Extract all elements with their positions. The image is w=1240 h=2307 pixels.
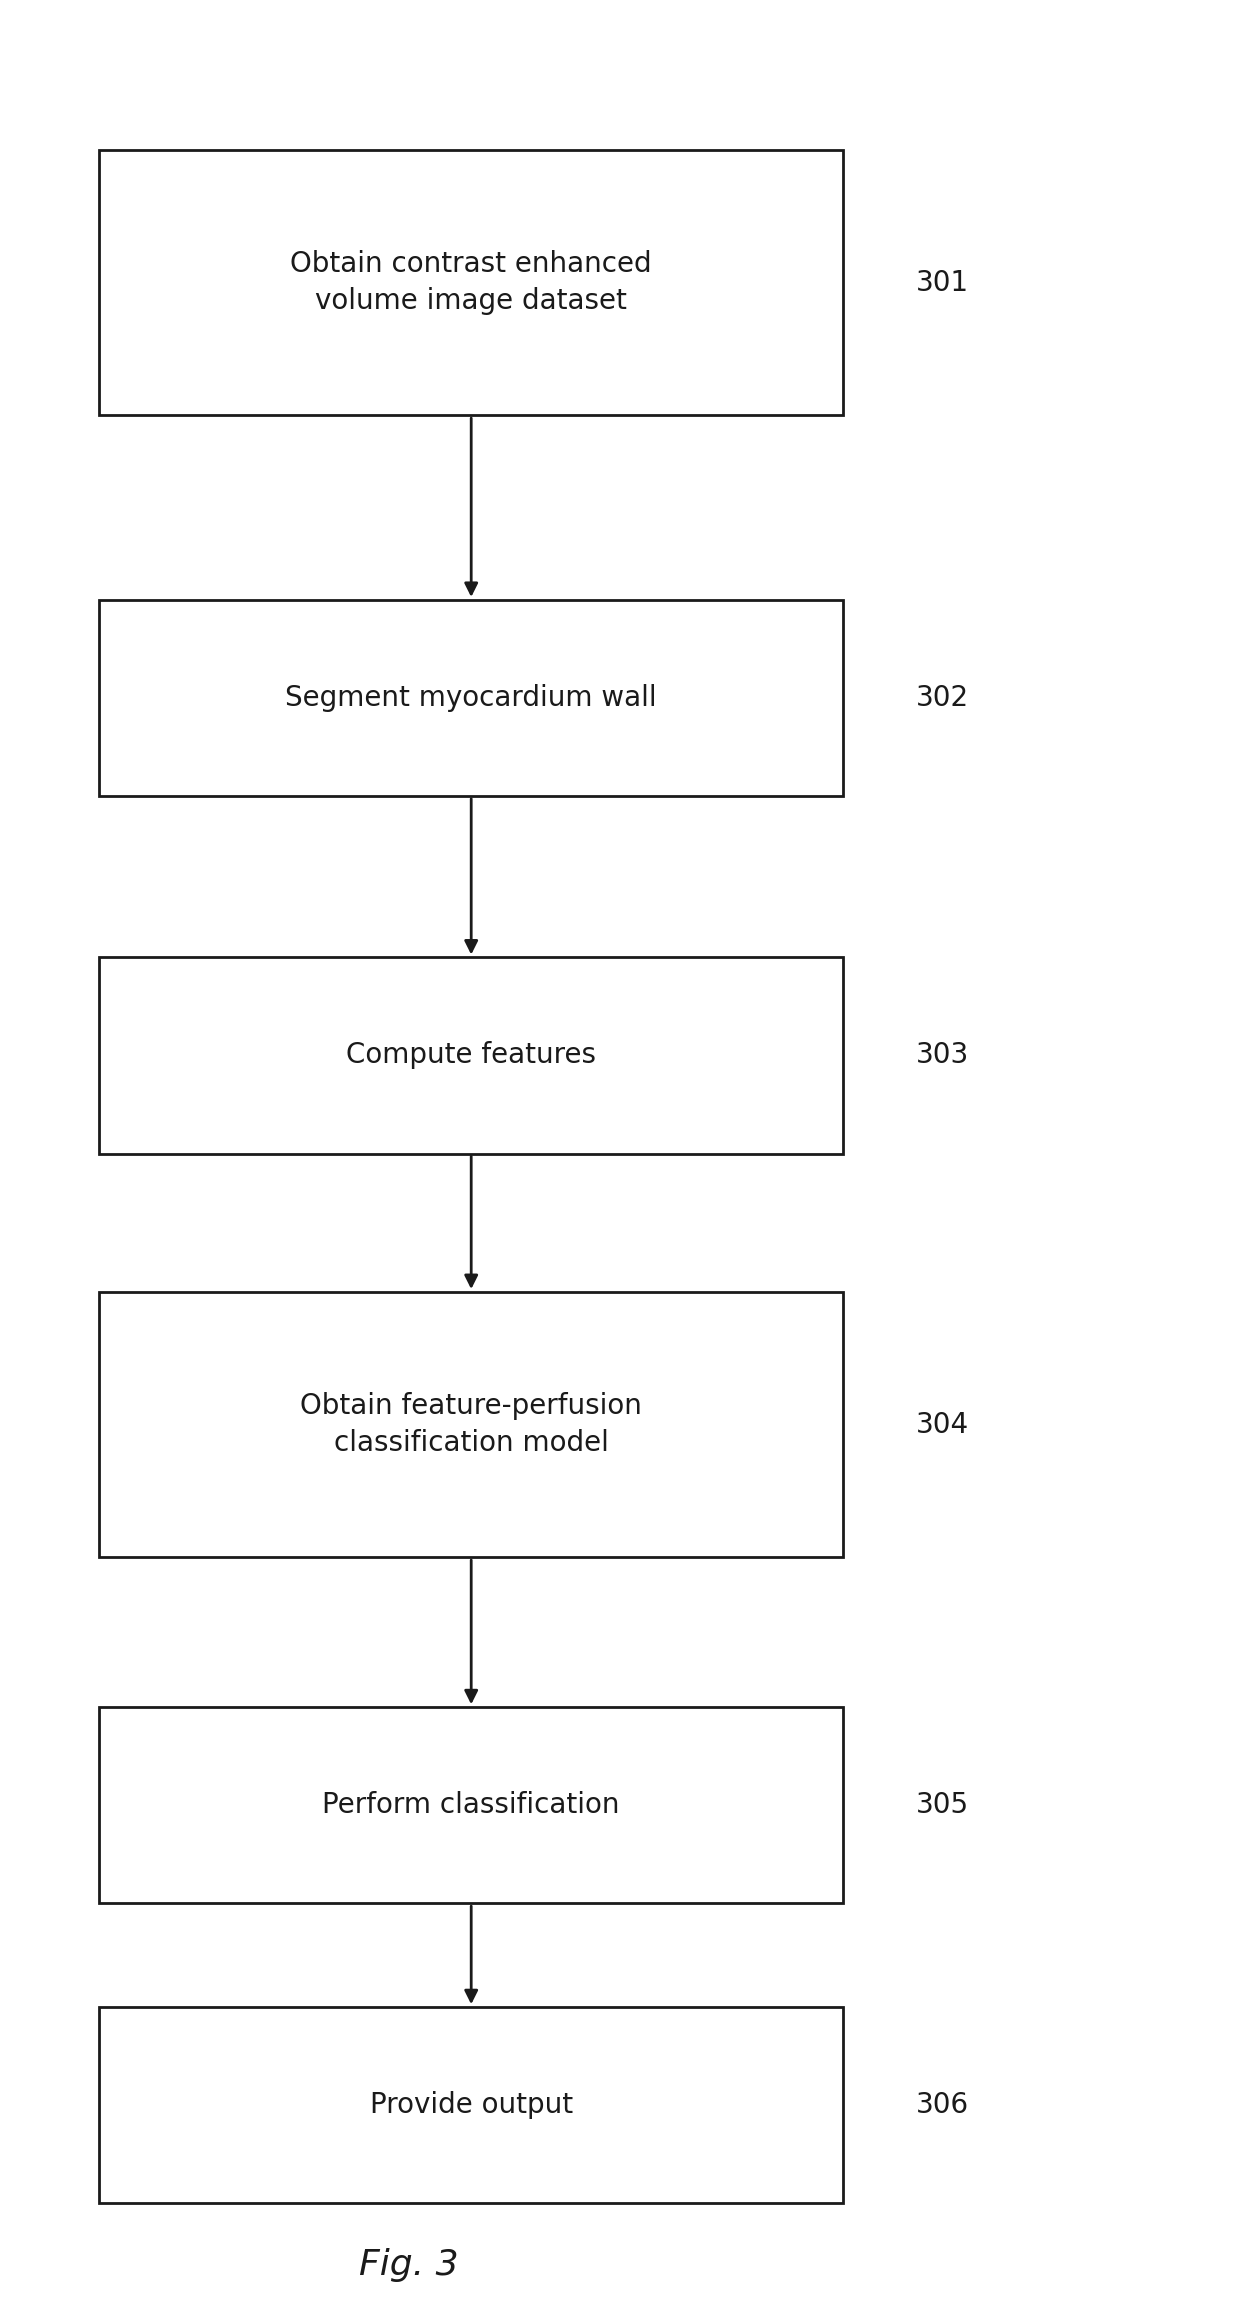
Bar [99,1707,843,1903]
Bar [99,1292,843,1557]
Text: Perform classification: Perform classification [322,1790,620,1820]
Text: Compute features: Compute features [346,1040,596,1070]
Bar [99,2007,843,2203]
Text: 303: 303 [916,1040,968,1070]
Text: Fig. 3: Fig. 3 [360,2249,459,2282]
Text: Obtain contrast enhanced
volume image dataset: Obtain contrast enhanced volume image da… [290,249,652,316]
Text: 304: 304 [916,1410,968,1440]
Text: 305: 305 [916,1790,968,1820]
Text: Segment myocardium wall: Segment myocardium wall [285,683,657,713]
Bar [99,957,843,1154]
Text: 306: 306 [916,2090,968,2120]
Bar [99,600,843,796]
Bar [99,150,843,415]
Text: 302: 302 [916,683,968,713]
Text: Obtain feature-perfusion
classification model: Obtain feature-perfusion classification … [300,1391,642,1458]
Text: 301: 301 [916,268,968,298]
Text: Provide output: Provide output [370,2090,573,2120]
